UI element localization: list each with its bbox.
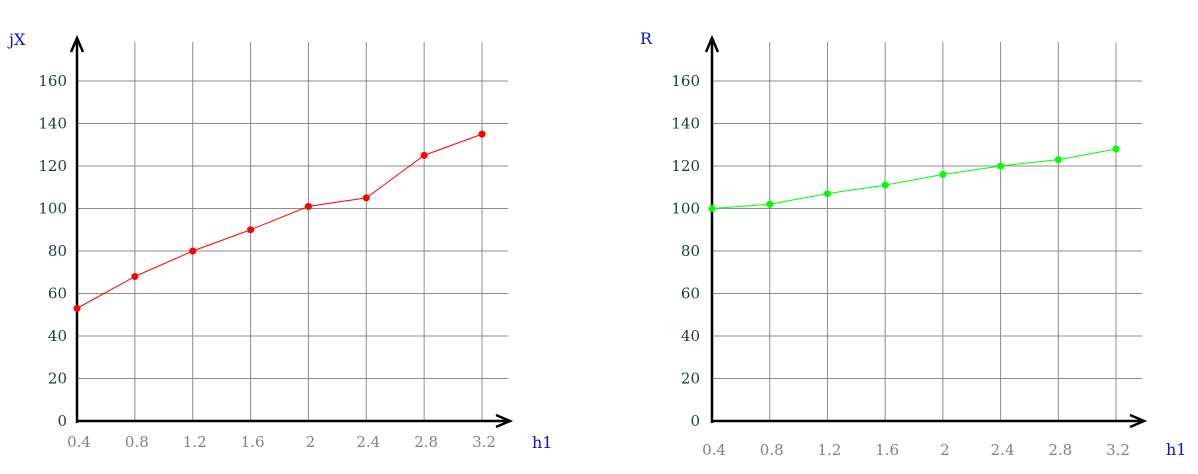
y-tick-label: 40	[48, 327, 67, 345]
data-point	[304, 202, 312, 210]
x-tick-label: 2	[306, 433, 316, 451]
y-tick-label: 80	[48, 242, 67, 260]
data-point	[1112, 145, 1120, 153]
data-point	[478, 130, 486, 138]
x-tick-label: 2.8	[1048, 441, 1072, 459]
data-point	[131, 273, 139, 280]
y-tick-label: 160	[671, 72, 700, 90]
data-point	[823, 190, 831, 198]
data-point	[362, 194, 370, 202]
y-tick-label: 120	[671, 157, 700, 175]
y-tick-labels: 0 20 40 60 80 100 120 140 160	[671, 72, 700, 430]
x-tick-label: 3.2	[472, 433, 496, 451]
data-point	[708, 205, 716, 212]
x-tick-label: 0.4	[702, 441, 726, 459]
x-tick-label: 0.4	[67, 433, 91, 451]
y-tick-label: 100	[671, 200, 700, 218]
gridlines	[712, 42, 1142, 421]
y-tick-label: 160	[38, 72, 67, 90]
x-axis-arrow-icon	[495, 413, 514, 429]
y-tick-label: 140	[38, 115, 67, 133]
y-tick-label: 0	[57, 412, 67, 430]
y-tick-label: 120	[38, 157, 67, 175]
x-axis-arrow-icon	[1129, 413, 1148, 429]
y-tick-label: 40	[681, 327, 700, 345]
data-series	[708, 145, 1120, 212]
y-tick-label: 100	[38, 200, 67, 218]
y-axis-arrow-icon	[69, 34, 85, 53]
x-tick-label: 3.2	[1106, 441, 1130, 459]
y-axis-arrow-icon	[704, 34, 720, 53]
y-tick-label: 60	[681, 285, 700, 303]
y-tick-label: 0	[690, 412, 700, 430]
gridlines	[77, 42, 508, 421]
x-axis-label: h1	[1166, 440, 1186, 459]
x-tick-labels: 0.4 0.8 1.2 1.6 2 2.4 2.8 3.2	[702, 441, 1130, 459]
data-point	[939, 171, 947, 178]
chart-reactance: jX h1 0 20 40 60 80 100 120 140 160 0.4 0.8 1.2 1.6 2…	[7, 30, 552, 452]
y-tick-label: 60	[48, 285, 67, 303]
x-tick-label: 1.2	[183, 433, 207, 451]
y-axis-label: jX	[7, 30, 26, 49]
x-tick-label: 2.8	[414, 433, 438, 451]
series-line	[76, 133, 483, 309]
x-tick-label: 1.2	[817, 441, 841, 459]
series-line	[711, 148, 1117, 209]
data-point	[420, 151, 428, 159]
x-tick-label: 0.8	[125, 433, 149, 451]
x-tick-label: 2	[940, 441, 950, 459]
data-point	[766, 200, 774, 208]
axes	[704, 34, 1148, 429]
chart-resistance: R h1 0 20 40 60 80 100 120 140 160 0.4 0.8 1.2 1.6 2 2…	[640, 29, 1186, 459]
y-axis-label: R	[640, 29, 653, 48]
y-tick-label: 20	[681, 370, 700, 388]
x-tick-label: 1.6	[241, 433, 265, 451]
x-tick-labels: 0.4 0.8 1.2 1.6 2 2.4 2.8 3.2	[67, 433, 496, 451]
x-tick-label: 1.6	[875, 441, 899, 459]
data-series	[73, 130, 486, 312]
x-tick-label: 0.8	[760, 441, 784, 459]
x-tick-label: 2.4	[991, 441, 1015, 459]
y-tick-labels: 0 20 40 60 80 100 120 140 160	[38, 72, 67, 430]
axes	[69, 34, 514, 429]
data-point	[189, 247, 197, 255]
data-point	[997, 162, 1005, 170]
data-point	[881, 181, 889, 189]
y-tick-label: 80	[681, 242, 700, 260]
data-point	[73, 304, 81, 312]
data-point	[247, 226, 255, 234]
data-point	[1054, 156, 1062, 164]
y-tick-label: 20	[48, 370, 67, 388]
x-axis-label: h1	[532, 433, 552, 452]
y-tick-label: 140	[671, 115, 700, 133]
x-tick-label: 2.4	[356, 433, 380, 451]
